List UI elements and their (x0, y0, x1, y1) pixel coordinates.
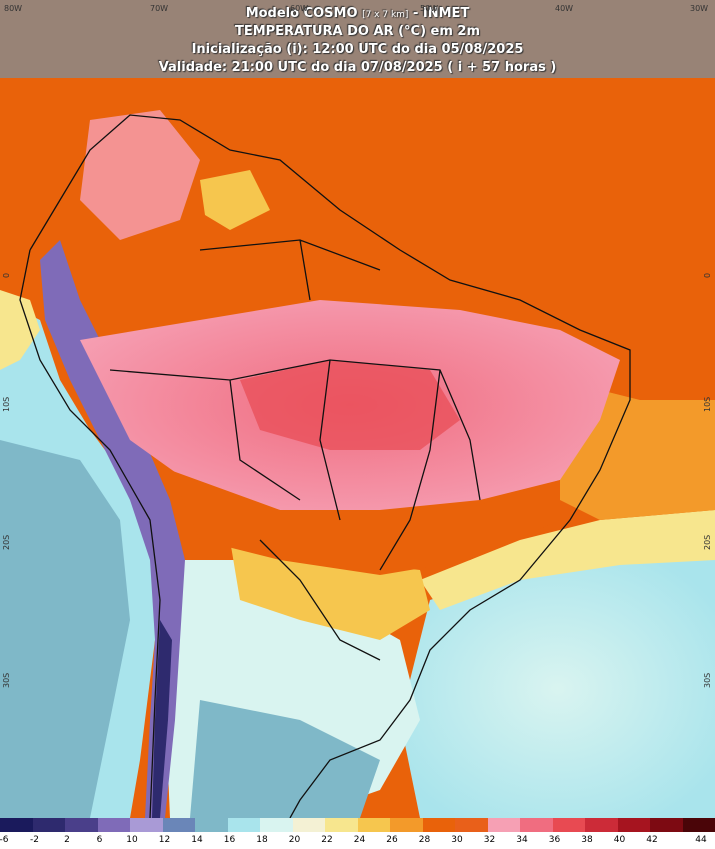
legend-label: 28 (418, 835, 431, 845)
andes-colder-core (152, 620, 172, 818)
legend-swatch (227, 818, 261, 832)
header-band (0, 0, 715, 78)
pacific-yellow-zone (0, 290, 40, 370)
legend-swatch (65, 818, 98, 832)
atlantic-yellow-band (420, 510, 715, 610)
legend-label: 30 (451, 835, 463, 845)
lon-label-50w: 50W (420, 4, 439, 13)
legend-label: 32 (483, 835, 496, 845)
legend-swatch (487, 818, 521, 832)
lat-label-30s-right: 30S (703, 672, 712, 688)
pacific-teal-zone (0, 440, 130, 818)
legend-swatch (0, 818, 33, 832)
legend-label: 26 (386, 835, 398, 845)
legend-swatch (585, 818, 618, 832)
lat-label-0-right: 0 (703, 272, 712, 278)
model-resolution: [7 x 7 km] (362, 10, 409, 20)
orange-belt (170, 470, 560, 575)
legend-swatch (32, 818, 66, 832)
country-borders (19, 114, 631, 818)
validity-text: Validade: 21:00 UTC do dia 07/08/2025 ( … (158, 60, 557, 75)
andes-cold-strip (40, 240, 185, 818)
model-source: - INMET (412, 6, 470, 21)
legend-label: 38 (581, 835, 593, 845)
color-legend: -6 -2 2 6 10 12 14 16 18 20 22 24 26 28 30 32 34 36 38 40 42… (0, 818, 715, 849)
colombia-warm (80, 110, 200, 240)
legend-swatch (650, 818, 683, 832)
pacific-coastline (19, 249, 161, 818)
temperature-map (0, 0, 715, 818)
legend-label: -2 (30, 835, 39, 845)
legend-label: 42 (646, 835, 658, 845)
lat-label-20s-left: 20S (2, 534, 11, 550)
legend-label: 10 (126, 835, 138, 845)
lon-label-80w: 80W (4, 4, 23, 13)
legend-swatch (325, 818, 358, 832)
lat-label-10s-right: 10S (703, 396, 712, 412)
lat-label-30s-left: 30S (2, 672, 11, 688)
legend-label: -6 (0, 835, 9, 845)
legend-label: 14 (191, 835, 203, 845)
southern-cone-yellow (230, 540, 430, 640)
lat-label-10s-left: 10S (2, 396, 11, 412)
legend-label: 34 (516, 835, 528, 845)
legend-label: 40 (613, 835, 626, 845)
guiana-cool-patch (200, 170, 270, 230)
lat-label-0-left: 0 (2, 272, 11, 278)
model-name: Modelo COSMO (245, 6, 358, 21)
legend-label: 20 (288, 835, 301, 845)
legend-label: 36 (548, 835, 561, 845)
legend-swatch (682, 818, 715, 832)
legend-label: 6 (96, 835, 103, 845)
legend-swatch (422, 818, 456, 832)
legend-swatch (552, 818, 586, 832)
lon-label-40w: 40W (555, 4, 574, 13)
legend-swatch (97, 818, 131, 832)
legend-swatch (292, 818, 326, 832)
map-header: Modelo COSMO [7 x 7 km] - INMET TEMPERAT… (0, 0, 715, 80)
legend-swatch (260, 818, 293, 832)
hot-core (240, 360, 460, 450)
legend-swatch (455, 818, 488, 832)
coastline (29, 114, 631, 818)
lon-label-30w: 30W (690, 4, 709, 13)
lon-label-70w: 70W (150, 4, 169, 13)
legend-swatch (390, 818, 423, 832)
initialization-text: Inicialização (i): 12:00 UTC do dia 05/0… (191, 42, 524, 57)
legend-label: 18 (256, 835, 268, 845)
lon-label-60w: 60W (290, 4, 309, 13)
legend-swatch (130, 818, 163, 832)
atlantic-south-cool (400, 560, 715, 818)
border-lines (109, 239, 481, 661)
lat-label-20s-right: 20S (703, 534, 712, 550)
legend-swatch (195, 818, 228, 832)
legend-label: 16 (223, 835, 236, 845)
legend-swatch (357, 818, 391, 832)
legend-swatch (520, 818, 553, 832)
legend-label: 12 (158, 835, 171, 845)
legend-label: 22 (321, 835, 333, 845)
legend-label: 44 (695, 835, 707, 845)
header-title-line: Modelo COSMO [7 x 7 km] - INMET (0, 6, 715, 21)
southern-cone-blue (190, 700, 380, 818)
legend-label: 24 (353, 835, 366, 845)
legend-swatch (617, 818, 651, 832)
legend-swatch (162, 818, 196, 832)
variable-title: TEMPERATURA DO AR (°C) em 2m (234, 24, 481, 39)
legend-label: 2 (64, 835, 70, 845)
